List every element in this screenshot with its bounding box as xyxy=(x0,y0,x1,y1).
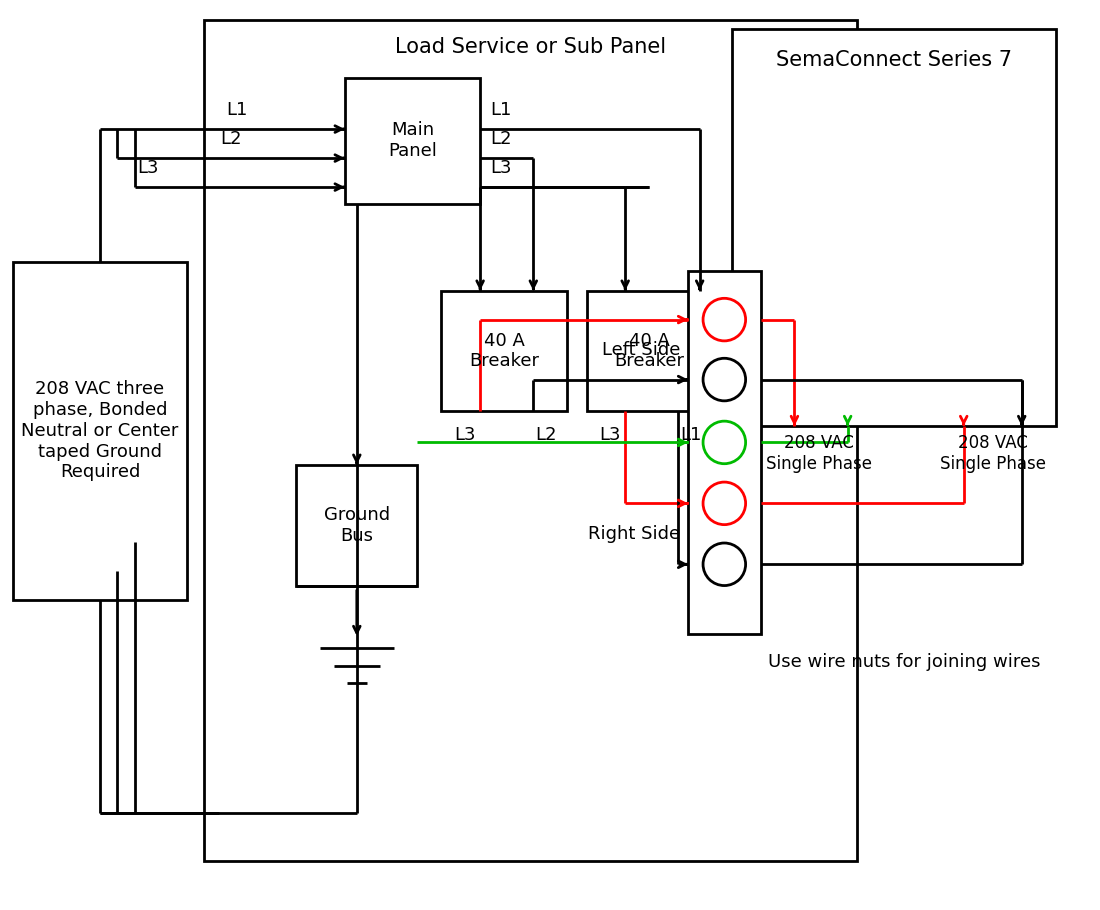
Text: Left Side: Left Side xyxy=(602,340,680,359)
Bar xyxy=(586,290,712,411)
Circle shape xyxy=(703,482,746,525)
Text: L3: L3 xyxy=(598,426,620,444)
Text: L1: L1 xyxy=(490,101,512,119)
Text: L2: L2 xyxy=(536,426,557,444)
Text: Use wire nuts for joining wires: Use wire nuts for joining wires xyxy=(768,653,1041,672)
Bar xyxy=(441,290,568,411)
Bar xyxy=(13,261,187,600)
Text: SemaConnect Series 7: SemaConnect Series 7 xyxy=(776,50,1012,70)
Text: L2: L2 xyxy=(490,130,512,148)
Text: L2: L2 xyxy=(220,130,242,148)
Text: 208 VAC
Single Phase: 208 VAC Single Phase xyxy=(939,434,1046,472)
Text: Ground
Bus: Ground Bus xyxy=(323,506,389,544)
Text: Right Side: Right Side xyxy=(588,525,680,543)
Text: 40 A
Breaker: 40 A Breaker xyxy=(470,331,539,370)
Text: 208 VAC three
phase, Bonded
Neutral or Center
taped Ground
Required: 208 VAC three phase, Bonded Neutral or C… xyxy=(21,380,178,481)
Text: Load Service or Sub Panel: Load Service or Sub Panel xyxy=(395,37,667,56)
Text: L3: L3 xyxy=(136,159,158,177)
Circle shape xyxy=(703,298,746,341)
Text: L3: L3 xyxy=(454,426,475,444)
Text: L1: L1 xyxy=(680,426,702,444)
Bar xyxy=(689,271,760,634)
Circle shape xyxy=(703,421,746,464)
Bar xyxy=(296,465,417,585)
Text: 208 VAC
Single Phase: 208 VAC Single Phase xyxy=(766,434,871,472)
Text: Main
Panel: Main Panel xyxy=(388,121,437,160)
Text: 40 A
Breaker: 40 A Breaker xyxy=(615,331,684,370)
Text: L1: L1 xyxy=(227,101,248,119)
Bar xyxy=(344,78,480,204)
Circle shape xyxy=(703,543,746,585)
Text: L3: L3 xyxy=(490,159,512,177)
Circle shape xyxy=(703,359,746,400)
Bar xyxy=(205,20,857,861)
Bar xyxy=(732,29,1056,426)
